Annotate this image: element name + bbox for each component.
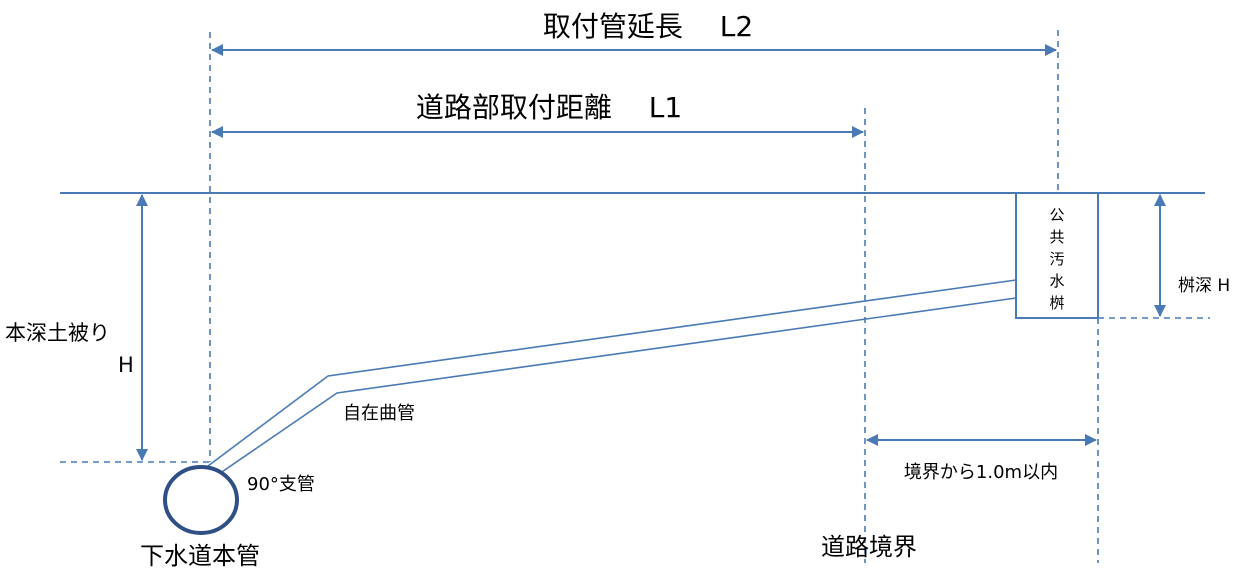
manhole-char-3: 汚 xyxy=(1049,250,1064,268)
branch-90-label: 90°支管 xyxy=(247,474,315,495)
connection-pipe-lower xyxy=(215,297,1017,477)
sewer-main-pipe xyxy=(163,465,239,535)
l1-title: 道路部取付距離 L1 xyxy=(416,91,682,124)
cover-depth-label-2: H xyxy=(118,353,134,377)
cover-depth-label-1: 本深土被り xyxy=(5,321,110,345)
manhole-char-1: 公 xyxy=(1049,206,1064,224)
manhole-char-2: 共 xyxy=(1049,228,1064,246)
within-boundary-label: 境界から1.0m以内 xyxy=(904,462,1058,483)
manhole-char-5: 桝 xyxy=(1049,294,1064,312)
manhole-box xyxy=(1015,193,1099,319)
connection-pipe-upper xyxy=(203,279,1017,470)
main-sewer-label: 下水道本管 xyxy=(140,542,260,570)
manhole-char-4: 水 xyxy=(1049,272,1064,290)
manhole-depth-label: 桝深 H xyxy=(1178,276,1230,296)
road-boundary-label: 道路境界 xyxy=(821,533,917,561)
l2-title: 取付管延長 L2 xyxy=(543,10,753,43)
flexible-bend-label: 自在曲管 xyxy=(343,403,415,424)
